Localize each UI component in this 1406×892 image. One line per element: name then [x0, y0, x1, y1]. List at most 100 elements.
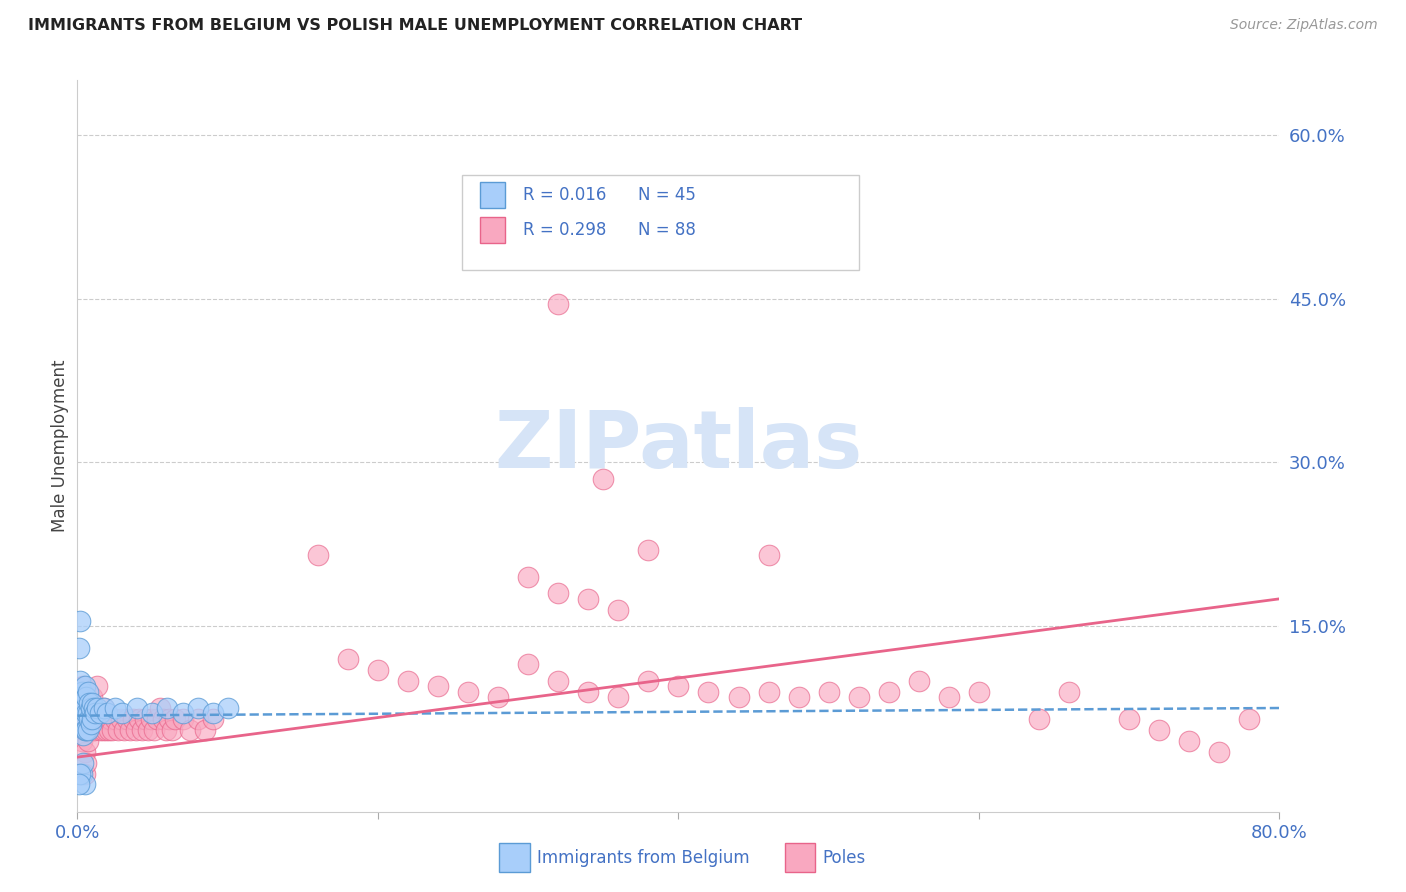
Point: [80, 717, 103, 731]
Point: [72, 696, 94, 710]
Point: [69, 766, 91, 780]
Point: [101, 723, 124, 737]
Point: [93, 701, 115, 715]
Point: [73, 723, 96, 737]
Point: [76, 723, 98, 737]
Point: [70, 766, 93, 780]
Point: [127, 701, 149, 715]
Point: [76, 684, 98, 698]
Text: IMMIGRANTS FROM BELGIUM VS POLISH MALE UNEMPLOYMENT CORRELATION CHART: IMMIGRANTS FROM BELGIUM VS POLISH MALE U…: [28, 18, 803, 33]
Point: [73, 679, 96, 693]
Text: Immigrants from Belgium: Immigrants from Belgium: [537, 849, 749, 867]
Point: [576, 591, 599, 606]
Point: [136, 723, 159, 737]
Point: [908, 673, 931, 688]
Point: [727, 690, 749, 704]
Point: [72, 756, 94, 770]
Point: [89, 723, 111, 737]
Point: [307, 548, 329, 562]
Point: [69, 696, 91, 710]
Point: [149, 701, 172, 715]
Point: [141, 706, 163, 721]
Point: [115, 712, 138, 726]
Point: [367, 663, 389, 677]
Point: [637, 673, 659, 688]
Point: [72, 712, 94, 726]
Point: [69, 614, 91, 628]
Point: [70, 733, 93, 747]
Point: [848, 690, 870, 704]
Point: [217, 701, 239, 715]
Point: [91, 723, 114, 737]
Point: [547, 673, 569, 688]
Point: [172, 706, 194, 721]
Point: [122, 712, 145, 726]
Point: [143, 723, 166, 737]
Text: R = 0.298: R = 0.298: [523, 221, 607, 239]
Point: [607, 690, 630, 704]
Point: [697, 684, 720, 698]
Point: [156, 701, 179, 715]
Point: [486, 237, 509, 252]
Point: [70, 712, 93, 726]
Point: [86, 679, 108, 693]
Text: Source: ZipAtlas.com: Source: ZipAtlas.com: [1230, 18, 1378, 32]
Point: [82, 690, 104, 704]
Point: [70, 684, 93, 698]
Point: [607, 603, 630, 617]
Point: [592, 472, 614, 486]
Point: [146, 712, 169, 726]
Point: [72, 679, 94, 693]
Point: [76, 712, 98, 726]
Point: [547, 586, 569, 600]
Point: [80, 701, 103, 715]
Point: [160, 723, 183, 737]
Point: [1239, 712, 1261, 726]
Point: [83, 701, 105, 715]
Point: [75, 690, 97, 704]
Point: [104, 701, 127, 715]
Point: [73, 701, 96, 715]
Point: [93, 701, 115, 715]
Text: R = 0.016: R = 0.016: [523, 186, 607, 204]
Point: [73, 701, 96, 715]
Point: [69, 690, 91, 704]
Point: [67, 777, 90, 791]
Point: [82, 696, 104, 710]
Point: [96, 706, 118, 721]
Point: [86, 701, 108, 715]
Point: [155, 723, 177, 737]
Point: [668, 679, 690, 693]
Point: [82, 712, 104, 726]
Point: [1149, 723, 1171, 737]
Text: N = 45: N = 45: [637, 186, 696, 204]
Point: [1208, 745, 1230, 759]
Point: [1057, 684, 1080, 698]
Point: [336, 652, 359, 666]
Point: [201, 706, 224, 721]
Point: [110, 712, 132, 726]
Point: [517, 657, 540, 672]
Point: [637, 542, 659, 557]
Text: N = 88: N = 88: [637, 221, 696, 239]
Point: [125, 723, 148, 737]
Point: [758, 684, 780, 698]
Point: [186, 712, 209, 726]
Point: [80, 717, 103, 731]
Point: [758, 548, 780, 562]
Point: [131, 723, 153, 737]
Point: [69, 673, 91, 688]
Point: [457, 684, 479, 698]
Point: [1178, 733, 1201, 747]
Point: [70, 701, 93, 715]
Point: [517, 570, 540, 584]
Point: [100, 712, 122, 726]
Point: [186, 701, 209, 715]
Point: [152, 712, 174, 726]
Point: [72, 728, 94, 742]
Point: [118, 723, 141, 737]
Point: [787, 690, 810, 704]
Point: [96, 712, 118, 726]
Point: [90, 712, 112, 726]
Point: [938, 690, 960, 704]
